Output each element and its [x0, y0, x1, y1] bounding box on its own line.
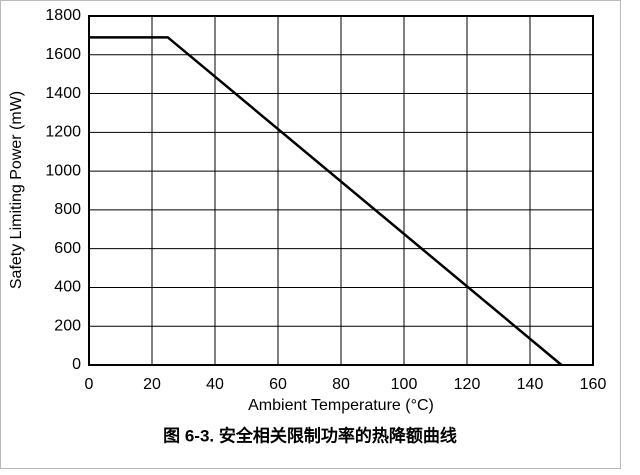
- y-tick-label: 800: [54, 201, 81, 218]
- x-tick-label: 0: [85, 376, 94, 393]
- plot-border: [88, 15, 594, 366]
- y-tick-label: 1600: [45, 46, 81, 63]
- x-tick-label: 160: [580, 376, 607, 393]
- x-axis-label: Ambient Temperature (°C): [248, 397, 434, 414]
- x-tick-label: 40: [206, 376, 224, 393]
- x-tick-label: 120: [454, 376, 481, 393]
- y-tick-label: 1000: [45, 162, 81, 179]
- y-tick-label: 1400: [45, 85, 81, 102]
- x-tick-label: 100: [391, 376, 418, 393]
- y-tick-label: 0: [72, 356, 81, 373]
- y-axis-label: Safety Limiting Power (mW): [8, 91, 25, 289]
- x-tick-label: 20: [143, 376, 161, 393]
- y-tick-label: 1200: [45, 124, 81, 141]
- y-tick-label: 600: [54, 240, 81, 257]
- y-tick-label: 1800: [45, 7, 81, 24]
- x-tick-label: 140: [517, 376, 544, 393]
- y-tick-label: 400: [54, 279, 81, 296]
- x-tick-label: 80: [332, 376, 350, 393]
- figure-caption: 图 6-3. 安全相关限制功率的热降额曲线: [163, 425, 457, 445]
- series-line: [89, 36, 563, 366]
- y-tick-label: 200: [54, 317, 81, 334]
- x-tick-label: 60: [269, 376, 287, 393]
- figure-frame: [0, 0, 621, 469]
